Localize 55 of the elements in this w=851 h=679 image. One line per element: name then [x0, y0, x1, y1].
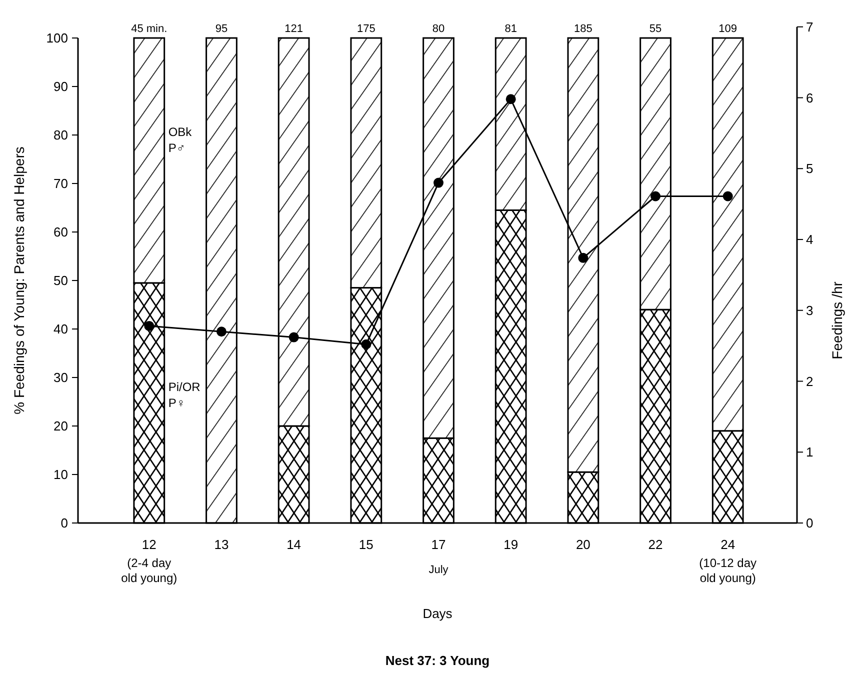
annotation: 80	[432, 23, 445, 35]
point	[144, 320, 154, 331]
annotation: 55	[649, 23, 662, 35]
annotation: 121	[284, 23, 304, 35]
y2-tick-label: 6	[806, 90, 814, 106]
y2-tick-label: 3	[806, 302, 814, 318]
x-tick-label: 14	[286, 537, 302, 552]
x-tick-label: 19	[504, 537, 518, 552]
annotation: 175	[356, 23, 376, 35]
y-tick-label: 60	[54, 224, 68, 240]
y2-tick-label: 5	[806, 161, 814, 176]
y2-tick-label: 1	[806, 444, 814, 460]
point	[650, 191, 661, 202]
point	[216, 326, 226, 337]
y2-tick-label: 4	[806, 232, 814, 248]
x-axis-title: Days	[422, 606, 453, 621]
series-label: Pi/OR P♀	[168, 380, 201, 410]
y-tick-label: 30	[54, 370, 68, 386]
y2-tick-label: 7	[806, 19, 814, 34]
x-tick-label: 12	[142, 537, 156, 552]
point	[288, 332, 299, 342]
point	[722, 191, 733, 202]
point	[361, 339, 372, 350]
x-tick-label: 20	[576, 537, 590, 552]
x-tick-label: 22	[648, 537, 663, 552]
text: (2-4 day old young)	[121, 556, 178, 585]
y2-tick-label: 0	[806, 516, 814, 531]
y-tick-label: 0	[60, 516, 68, 531]
x-tick-label: 24	[720, 537, 736, 552]
y2-tick-label: 2	[806, 374, 814, 389]
x-tick-label: 17	[431, 537, 446, 552]
y-tick-label: 90	[54, 79, 68, 94]
y-tick-label: 10	[54, 467, 68, 482]
y2-axis-title: Feedings /hr	[829, 281, 845, 360]
x-tick-label: 15	[358, 537, 374, 552]
annotation: 45 min.	[131, 23, 168, 35]
y-tick-label: 80	[54, 128, 68, 143]
x-tick-label: 13	[214, 537, 229, 552]
series-label: OBk P♂	[168, 124, 193, 155]
annotation: 185	[574, 23, 592, 35]
y-tick-label: 40	[54, 322, 68, 337]
y-tick-label: 100	[46, 30, 68, 46]
text: Nest 37: 3 Young	[385, 653, 490, 668]
point	[506, 94, 516, 104]
text: July	[428, 564, 449, 576]
point	[578, 252, 588, 263]
y-tick-label: 20	[54, 418, 68, 434]
y-tick-label: 70	[54, 176, 68, 192]
annotation: 109	[718, 23, 738, 35]
y-axis-title: % Feedings of Young: Parents and Helpers	[11, 146, 27, 414]
text: (10-12 day old young)	[699, 556, 757, 585]
annotation: 81	[504, 23, 517, 35]
annotation: 95	[215, 23, 228, 35]
point	[434, 178, 444, 188]
y-tick-label: 50	[54, 273, 68, 288]
